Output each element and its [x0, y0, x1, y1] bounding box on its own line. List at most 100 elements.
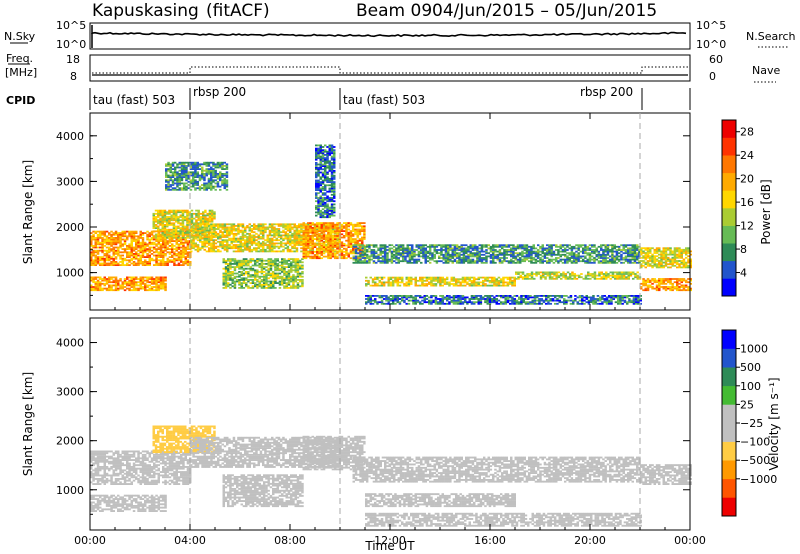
power-cell — [460, 250, 463, 253]
power-cell — [292, 275, 295, 278]
power-cell — [318, 237, 321, 240]
power-cell — [361, 228, 364, 231]
power-cell — [217, 223, 220, 226]
power-cell — [159, 279, 163, 282]
power-cell — [221, 228, 224, 230]
power-cell — [462, 252, 466, 255]
power-cell — [292, 280, 295, 283]
power-cell — [187, 173, 190, 175]
power-cell — [386, 255, 389, 258]
power-cell — [219, 236, 222, 238]
power-cell — [550, 249, 553, 251]
power-cell — [302, 246, 305, 248]
power-cell — [326, 211, 329, 214]
power-cell — [144, 261, 147, 263]
power-cell — [92, 251, 95, 254]
power-cell — [114, 249, 118, 252]
power-cell — [237, 239, 240, 242]
power-cell — [159, 240, 163, 242]
power-cell — [606, 252, 610, 255]
power-cell — [408, 250, 412, 253]
power-cell — [474, 247, 477, 250]
power-cell — [319, 144, 322, 147]
power-cell — [333, 171, 336, 174]
power-cell — [354, 239, 357, 242]
power-cell — [110, 238, 113, 241]
power-cell — [321, 205, 325, 207]
power-cell — [512, 257, 515, 259]
power-cell — [331, 225, 335, 228]
power-cell — [302, 222, 305, 224]
power-cell — [247, 285, 250, 288]
power-cell — [262, 237, 265, 240]
power-cell — [528, 253, 531, 256]
power-cell — [361, 245, 364, 248]
power-cell — [132, 246, 136, 249]
power-cell — [210, 169, 213, 172]
power-cell — [137, 264, 140, 266]
power-cell — [328, 200, 331, 203]
power-cell — [404, 252, 407, 255]
power-cell — [326, 158, 329, 161]
power-cell — [103, 230, 106, 233]
power-cell — [258, 258, 261, 260]
power-cell — [304, 230, 308, 232]
power-cell — [417, 258, 421, 261]
power-cell — [165, 171, 168, 174]
power-cell — [324, 179, 327, 182]
power-cell — [161, 233, 164, 236]
power-cell — [330, 152, 334, 155]
power-cell — [313, 223, 317, 226]
power-cell — [330, 209, 334, 212]
power-cell — [110, 241, 113, 244]
power-cell — [137, 249, 140, 252]
power-cell — [541, 244, 544, 247]
power-cell — [510, 260, 513, 263]
power-cell — [340, 225, 344, 228]
power-cell — [278, 264, 282, 267]
power-cell — [489, 255, 493, 258]
power-cell — [110, 276, 113, 279]
power-cell — [363, 238, 366, 240]
power-cell — [119, 284, 122, 287]
power-cell — [153, 251, 156, 254]
power-cell — [175, 243, 178, 246]
power-cell — [182, 248, 185, 250]
power-cell — [381, 247, 385, 250]
power-cell — [347, 241, 350, 244]
power-cell — [483, 261, 486, 264]
power-cell — [262, 234, 265, 237]
power-cell — [584, 255, 587, 258]
power-cell — [521, 258, 524, 261]
power-cell — [289, 240, 292, 243]
power-cell — [507, 249, 511, 251]
power-cell — [233, 287, 237, 289]
power-cell — [575, 258, 578, 261]
power-cell — [395, 253, 398, 256]
power-cell — [224, 283, 228, 286]
power-cell — [231, 285, 234, 288]
power-cell — [285, 263, 288, 265]
power-cell — [269, 272, 273, 275]
power-cell — [333, 150, 336, 153]
power-cell — [221, 176, 224, 178]
power-cell — [264, 223, 267, 226]
power-cell — [139, 284, 142, 287]
power-cell — [108, 232, 111, 234]
power-cell — [241, 236, 245, 238]
power-cell — [286, 245, 290, 248]
power-cell — [326, 190, 329, 193]
power-cell — [119, 261, 122, 263]
power-cell — [384, 255, 387, 258]
power-cell — [207, 169, 211, 172]
power-cell — [165, 188, 168, 191]
power-cell — [119, 278, 122, 280]
power-cell — [208, 240, 211, 243]
power-cell — [164, 243, 167, 246]
power-cell — [320, 239, 323, 242]
power-cell — [352, 223, 355, 226]
power-cell — [324, 211, 327, 214]
power-cell — [126, 259, 129, 262]
power-cell — [225, 182, 229, 185]
power-cell — [377, 255, 380, 258]
